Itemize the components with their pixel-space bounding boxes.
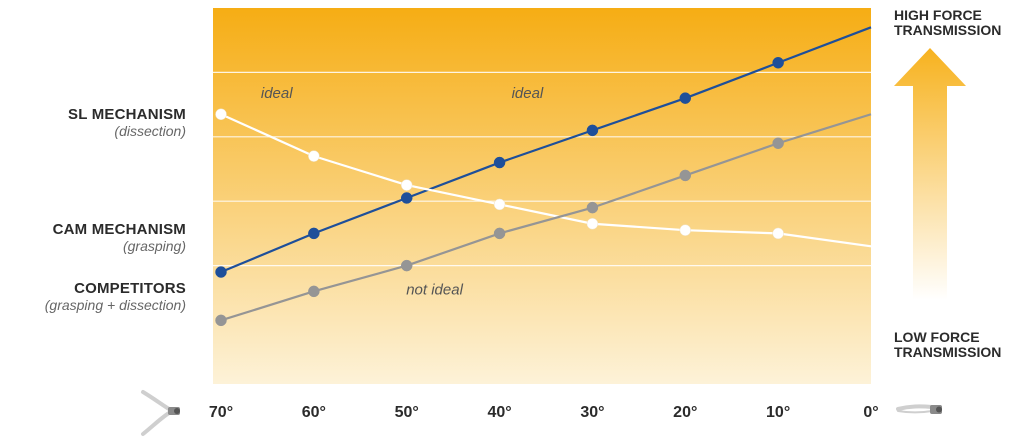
x-axis-ticks: 70° 60° 50° 40° 30° 20° 10° 0° [209, 404, 879, 421]
series-label-sl: SL MECHANISM (dissection) [68, 106, 186, 139]
data-point-cam-mechanism [308, 150, 320, 162]
series-label-sl-title: SL MECHANISM [68, 106, 186, 123]
data-point-sl-mechanism [308, 227, 320, 240]
series-line-cam-mechanism [220, 113, 872, 248]
x-tick-label: 70° [209, 404, 233, 421]
x-tick-label: 40° [487, 404, 511, 421]
high-force-line2: TRANSMISSION [894, 22, 1002, 38]
data-point-sl-mechanism [400, 192, 413, 204]
series-label-cam: CAM MECHANISM (grasping) [53, 221, 186, 254]
series-label-competitors-title: COMPETITORS [74, 280, 186, 297]
annotation-label: ideal [261, 85, 293, 102]
data-point-sl-mechanism [586, 124, 599, 137]
data-point-cam-mechanism [772, 227, 784, 240]
series-lines [215, 26, 872, 327]
force-arrow [894, 48, 966, 300]
low-force-line2: TRANSMISSION [894, 344, 1002, 360]
series-label-cam-sub: (grasping) [122, 238, 186, 254]
x-tick-label: 30° [580, 404, 604, 421]
data-point-cam-mechanism [400, 179, 413, 191]
series-label-competitors-sub: (grasping + dissection) [44, 297, 186, 313]
x-tick-label: 50° [395, 404, 419, 421]
data-point-cam-mechanism [586, 217, 599, 230]
data-point-sl-mechanism [215, 266, 227, 278]
series-label-sl-sub: (dissection) [114, 123, 186, 139]
x-tick-label: 20° [673, 404, 697, 421]
data-point-sl-mechanism [493, 156, 506, 169]
annotation-label: ideal [512, 85, 544, 102]
x-tick-label: 10° [766, 404, 790, 421]
series-label-competitors: COMPETITORS (grasping + dissection) [45, 280, 186, 313]
x-tick-label: 60° [302, 404, 326, 421]
series-line-sl-mechanism [220, 26, 872, 274]
grid-lines [213, 71, 871, 267]
low-force-line1: LOW FORCE [894, 329, 980, 345]
series-label-cam-title: CAM MECHANISM [52, 221, 186, 238]
data-point-sl-mechanism [679, 92, 692, 104]
data-point-competitors [493, 227, 506, 240]
data-point-competitors [400, 259, 413, 272]
annotations: ideal ideal not ideal [261, 85, 544, 298]
data-point-competitors [308, 285, 320, 298]
data-point-cam-mechanism [493, 198, 506, 211]
high-force-line1: HIGH FORCE [894, 7, 982, 23]
data-point-sl-mechanism [772, 56, 784, 69]
annotation-label: not ideal [406, 282, 463, 299]
plot-background [213, 8, 871, 384]
data-point-competitors [586, 201, 599, 214]
data-point-competitors [772, 137, 784, 149]
data-point-cam-mechanism [215, 108, 227, 121]
low-force-label: LOW FORCE TRANSMISSION [894, 330, 1001, 360]
x-tick-label: 0° [863, 404, 878, 421]
closed-jaw-instrument-icon [896, 404, 942, 414]
data-point-competitors [679, 169, 692, 182]
data-point-competitors [215, 314, 227, 327]
series-line-competitors [220, 113, 872, 322]
data-point-cam-mechanism [679, 224, 692, 236]
open-jaw-instrument-icon [141, 390, 180, 436]
high-force-label: HIGH FORCE TRANSMISSION [894, 8, 1001, 38]
